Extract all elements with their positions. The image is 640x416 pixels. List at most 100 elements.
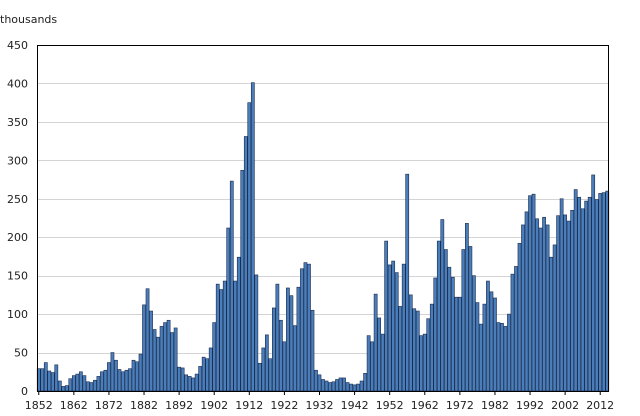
bar [236,256,241,392]
bar [429,303,434,392]
x-tick-label: 2012 [586,399,614,412]
bar [177,366,181,392]
bar [517,243,522,392]
bar [594,199,599,392]
plot-frame [37,45,609,392]
bar [328,382,332,392]
bar [264,334,269,392]
bar [180,367,185,392]
bar [250,82,255,392]
y-tick-label: 400 [7,77,28,90]
bar [426,318,431,392]
bar [457,296,462,392]
bar [577,196,582,392]
x-tick-label: 1972 [446,399,474,412]
bar [349,383,353,392]
bar [342,377,346,392]
bar [587,196,592,392]
bar [286,287,290,392]
bar [187,376,192,392]
bar [380,333,385,392]
bar [359,380,364,392]
bar [398,306,403,392]
bar [538,227,543,392]
bar [556,215,560,392]
bar [401,263,406,392]
bar [261,347,266,392]
bar [566,220,571,392]
x-tick-label: 1922 [270,399,298,412]
bar [107,362,111,392]
bar [580,208,585,392]
bar [573,189,578,392]
bar [184,374,188,392]
bar [377,317,381,392]
bar [279,319,283,392]
x-tick-label: 1882 [130,399,158,412]
bar [205,358,210,392]
x-tick-label: 1952 [376,399,404,412]
bar [321,379,325,392]
bar [412,308,417,392]
bar [173,327,178,392]
bar [521,224,525,392]
bar [450,276,455,392]
bar [268,358,273,392]
bar [208,347,213,392]
bar [338,377,343,392]
bar [300,268,304,392]
bar [514,266,518,392]
bar [166,319,171,392]
bar [47,370,52,392]
bar [215,283,220,392]
bar [496,322,501,392]
bar [117,369,122,392]
bar [128,368,132,392]
bar [493,297,497,392]
bar [135,361,139,392]
bar [475,302,480,392]
bar [510,273,515,392]
bar [124,369,129,392]
bar [363,373,367,392]
y-tick-label: 450 [7,39,28,52]
bar [314,369,318,392]
bar [282,341,287,392]
bar [552,244,557,392]
bar [272,307,276,392]
bar [100,371,104,392]
bar [159,326,164,392]
bar [194,373,199,392]
y-axis-unit-label: thousands [0,13,57,26]
y-tick-label: 350 [7,116,28,129]
bar [384,240,389,392]
bar [366,335,371,392]
x-tick-label: 1962 [411,399,439,412]
bar [394,272,399,392]
bar [331,381,336,392]
bar [486,280,490,392]
bar [163,322,167,392]
bar [335,379,339,392]
bar [503,326,508,392]
bar [310,309,315,392]
bar [443,249,448,392]
bar [356,383,360,392]
y-tick-label: 200 [7,231,28,244]
y-tick-label: 50 [14,347,28,360]
bar [243,136,248,392]
bar [433,277,438,392]
y-tick-label: 150 [7,270,28,283]
bar [482,303,487,392]
bar [96,376,101,392]
y-axis-ticks: 0 50 100 150 200 250 300 350 400 450 [7,39,28,398]
bar [531,193,536,392]
bar [275,283,280,392]
bar [219,289,224,392]
bar [114,359,118,392]
bar [61,386,66,392]
bar [542,216,546,392]
bar [563,214,567,392]
bar [373,293,378,392]
